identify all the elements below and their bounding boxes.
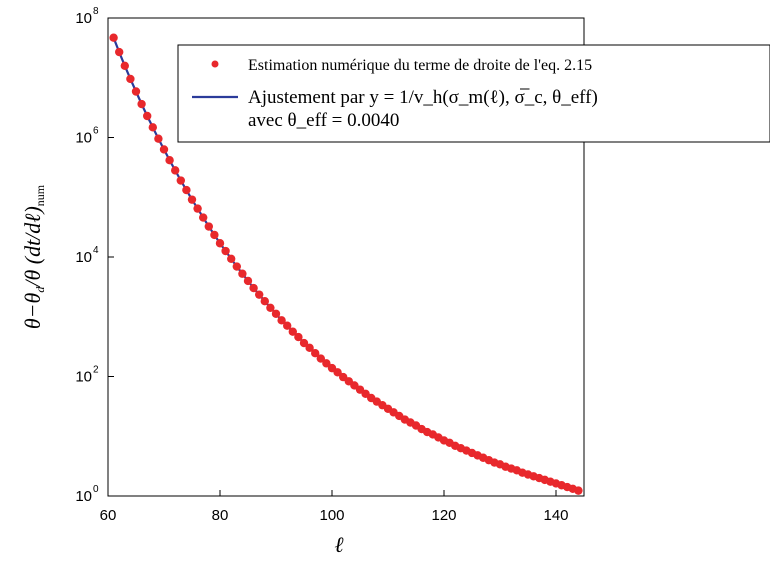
data-point (126, 74, 135, 84)
data-point (143, 111, 152, 121)
data-point (277, 316, 286, 325)
data-point (199, 213, 208, 222)
data-point (165, 156, 174, 165)
data-point (299, 338, 309, 348)
data-point (283, 321, 292, 330)
data-point (193, 204, 202, 213)
x-tick-label: 60 (100, 507, 117, 524)
data-point (109, 33, 118, 42)
legend-marker-scatter (211, 60, 219, 68)
data-point (215, 239, 225, 248)
data-point (249, 283, 258, 293)
svg-text:θ−θd/θ (dt/dℓ)num: θ−θd/θ (dt/dℓ)num (20, 184, 47, 329)
data-point (204, 222, 213, 231)
data-point (311, 348, 320, 358)
data-point (227, 254, 236, 263)
data-point (322, 359, 331, 368)
data-point (255, 290, 264, 299)
y-tick-exponent: 4 (93, 245, 99, 256)
data-point (159, 145, 169, 154)
x-tick-label: 80 (212, 507, 229, 524)
x-tick-label: 120 (431, 507, 456, 524)
data-point (182, 185, 191, 195)
legend-entry-fit: Ajustement par y = 1/v_h(σ_m(ℓ), σ̅_c, θ… (248, 87, 598, 108)
y-tick-label: 10 (75, 10, 92, 27)
data-point (120, 61, 129, 70)
data-point (271, 309, 281, 318)
data-point (288, 327, 297, 336)
data-point (148, 123, 157, 132)
y-tick-label: 10 (75, 488, 92, 505)
y-tick-label: 10 (75, 249, 92, 266)
data-point (210, 230, 219, 240)
data-point (115, 47, 124, 57)
x-tick-label: 100 (319, 507, 344, 524)
legend-entry-scatter: Estimation numérique du terme de droite … (248, 57, 592, 74)
data-point (154, 134, 163, 143)
legend-entry-fit-subtitle: avec θ_eff = 0.0040 (248, 110, 399, 131)
data-point (266, 303, 275, 312)
data-point (187, 195, 197, 204)
data-point (131, 87, 141, 96)
x-tick-label: 140 (543, 507, 568, 524)
data-point (221, 246, 230, 256)
y-tick-exponent: 2 (93, 365, 99, 376)
data-point (316, 354, 325, 363)
x-axis-label: ℓ (334, 532, 344, 557)
y-axis-label: θ−θd/θ (dt/dℓ)num (20, 184, 47, 329)
data-point (232, 262, 241, 271)
data-point (333, 368, 342, 377)
x-axis: 60 80 100 120 140 (100, 490, 569, 524)
data-point (171, 166, 180, 175)
y-tick-label: 10 (75, 130, 92, 147)
y-tick-exponent: 8 (93, 6, 99, 17)
y-tick-exponent: 0 (93, 484, 99, 495)
legend-box (177, 44, 770, 143)
y-tick-exponent: 6 (93, 126, 99, 137)
data-point (137, 99, 146, 109)
data-point (176, 176, 185, 185)
data-point (238, 269, 247, 278)
scatter-series (109, 33, 583, 495)
data-point (574, 486, 583, 495)
data-point (260, 297, 269, 306)
y-tick-label: 10 (75, 369, 92, 386)
data-point (294, 332, 303, 342)
data-point (305, 343, 314, 353)
data-point (243, 276, 253, 286)
legend: Estimation numérique du terme de droite … (177, 44, 770, 143)
